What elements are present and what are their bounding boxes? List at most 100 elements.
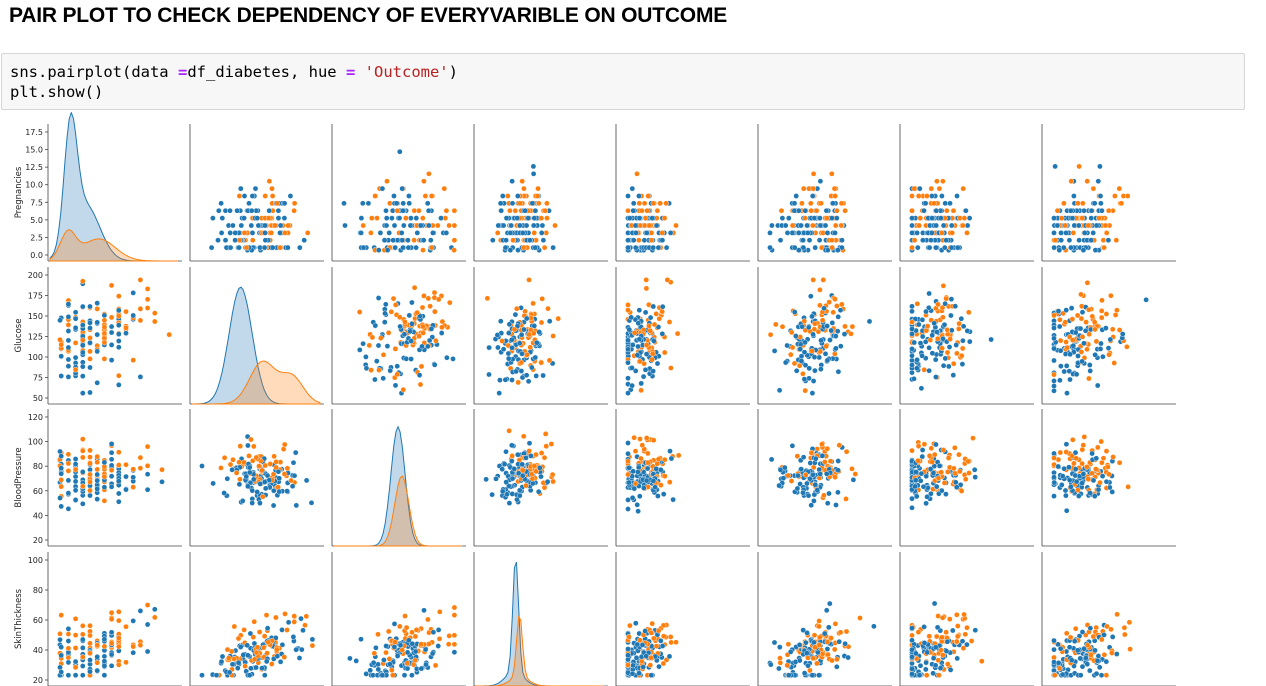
scatter-point [929, 193, 935, 199]
scatter-point [208, 244, 215, 251]
scatter-point [123, 330, 129, 336]
scatter-point [285, 222, 291, 229]
scatter-point [65, 477, 72, 484]
scatter-point [72, 340, 79, 346]
scatter-point [101, 636, 108, 643]
scatter-point [371, 650, 378, 657]
scatter-point [1099, 207, 1105, 214]
scatter-point [413, 627, 420, 633]
scatter-point [1116, 459, 1123, 466]
scatter-point [949, 327, 955, 334]
scatter-point [1091, 319, 1098, 325]
scatter-point [72, 672, 79, 679]
scatter-point [916, 321, 922, 328]
scatter-point [1067, 207, 1074, 214]
scatter-point [394, 207, 401, 214]
scatter-point [923, 308, 929, 315]
scatter-point [137, 465, 144, 472]
scatter-point [108, 663, 115, 669]
scatter-point [359, 200, 366, 207]
scatter-point [909, 215, 915, 221]
scatter-point [954, 244, 961, 251]
scatter-point [961, 215, 968, 221]
scatter-point [291, 619, 298, 625]
scatter-point [954, 655, 961, 662]
scatter-point [130, 312, 136, 319]
scatter-point [249, 237, 256, 243]
scatter-point [933, 207, 940, 214]
scatter-point [1090, 230, 1096, 236]
scatter-point [375, 295, 382, 301]
scatter-point [909, 632, 915, 639]
scatter-point [250, 443, 257, 450]
scatter-point [808, 502, 815, 509]
scatter-point [800, 627, 807, 633]
scatter-point [94, 654, 100, 660]
scatter-point [933, 222, 940, 229]
scatter-point [830, 309, 837, 316]
scatter-point [375, 631, 381, 638]
scatter-point [959, 361, 966, 367]
scatter-point [532, 244, 539, 251]
scatter-point [941, 321, 948, 328]
scatter-point [1092, 351, 1098, 358]
scatter-point [367, 667, 374, 674]
scatter-point [828, 635, 834, 641]
scatter-point [923, 500, 929, 507]
scatter-point [293, 646, 299, 653]
scatter-point [915, 193, 922, 199]
scatter-point [409, 672, 415, 679]
scatter-point [843, 628, 850, 635]
scatter-point [966, 215, 973, 221]
scatter-point [1109, 650, 1115, 656]
scatter-point [1063, 492, 1069, 499]
scatter-point [805, 492, 812, 499]
scatter-point [650, 437, 657, 444]
scatter-point [798, 222, 804, 229]
scatter-point [653, 222, 660, 229]
scatter-point [945, 661, 951, 667]
scatter-point [159, 466, 165, 473]
scatter-point [108, 449, 115, 456]
scatter-point [972, 627, 979, 634]
scatter-point [625, 375, 631, 382]
code-cell[interactable]: sns.pairplot(data =df_diabetes, hue = 'O… [1, 53, 1245, 110]
scatter-point [101, 459, 108, 466]
scatter-point [1076, 237, 1082, 243]
scatter-point [65, 374, 72, 380]
scatter-point [1089, 450, 1095, 457]
scatter-point [809, 672, 816, 679]
scatter-point [1063, 441, 1070, 448]
scatter-point [919, 333, 926, 340]
scatter-point [144, 648, 151, 655]
scatter-point [817, 287, 823, 293]
scatter-point [514, 305, 520, 312]
scatter-point [971, 466, 978, 473]
scatter-point [383, 649, 389, 656]
scatter-point [1103, 325, 1109, 331]
scatter-point [432, 662, 439, 669]
scatter-point [80, 322, 86, 328]
scatter-point [958, 315, 965, 322]
scatter-point [1082, 327, 1089, 334]
scatter-point [277, 659, 284, 665]
scatter-point [1051, 387, 1057, 394]
scatter-point [58, 652, 65, 659]
scatter-point [281, 200, 288, 207]
scatter-point [58, 373, 65, 379]
scatter-point [1098, 340, 1104, 347]
scatter-point [1091, 200, 1098, 207]
scatter-point [526, 448, 533, 454]
scatter-point [629, 365, 635, 371]
scatter-point [1061, 465, 1067, 472]
scatter-point [65, 659, 72, 666]
scatter-point [513, 368, 519, 375]
scatter-point [290, 634, 297, 640]
scatter-point [356, 347, 363, 353]
scatter-point [663, 200, 669, 207]
scatter-point [256, 629, 263, 635]
scatter-point [1061, 200, 1067, 207]
scatter-point [926, 367, 932, 374]
scatter-point [544, 215, 550, 221]
page-title: PAIR PLOT TO CHECK DEPENDENCY OF EVERYVA… [9, 4, 728, 27]
